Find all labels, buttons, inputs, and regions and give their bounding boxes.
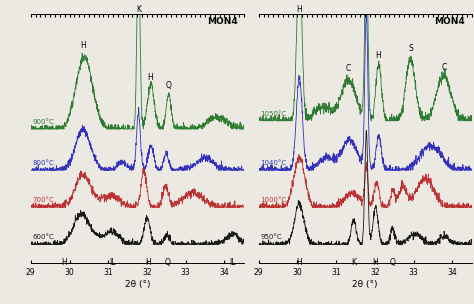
Text: IL: IL — [230, 258, 236, 267]
Text: 900°C: 900°C — [33, 119, 55, 125]
Text: H: H — [296, 258, 302, 267]
Text: K: K — [351, 258, 356, 267]
Text: K: K — [136, 5, 141, 14]
Text: 700°C: 700°C — [33, 197, 55, 203]
Text: H: H — [147, 73, 153, 82]
Text: 1040°C: 1040°C — [261, 160, 287, 166]
Text: 950°C: 950°C — [261, 234, 282, 240]
Text: 1050°C: 1050°C — [261, 111, 287, 117]
Text: H: H — [80, 41, 86, 50]
Text: 800°C: 800°C — [33, 160, 55, 166]
Text: C: C — [441, 63, 447, 72]
Text: Q: Q — [165, 81, 171, 91]
Text: S: S — [408, 44, 413, 54]
Text: H: H — [373, 258, 378, 267]
Text: IL: IL — [109, 258, 116, 267]
Text: C: C — [346, 64, 351, 73]
Text: MON4: MON4 — [207, 17, 237, 26]
X-axis label: 2θ (°): 2θ (°) — [125, 280, 150, 288]
Text: MON4: MON4 — [435, 17, 465, 26]
Text: Q: Q — [164, 258, 170, 267]
Text: 600°C: 600°C — [33, 234, 55, 240]
X-axis label: 2θ (°): 2θ (°) — [352, 280, 378, 288]
Text: 1000°C: 1000°C — [261, 197, 287, 203]
Text: H: H — [145, 258, 151, 267]
Text: H: H — [296, 5, 302, 14]
Text: H: H — [61, 258, 66, 267]
Text: H: H — [375, 51, 381, 60]
Text: Q: Q — [389, 258, 395, 267]
